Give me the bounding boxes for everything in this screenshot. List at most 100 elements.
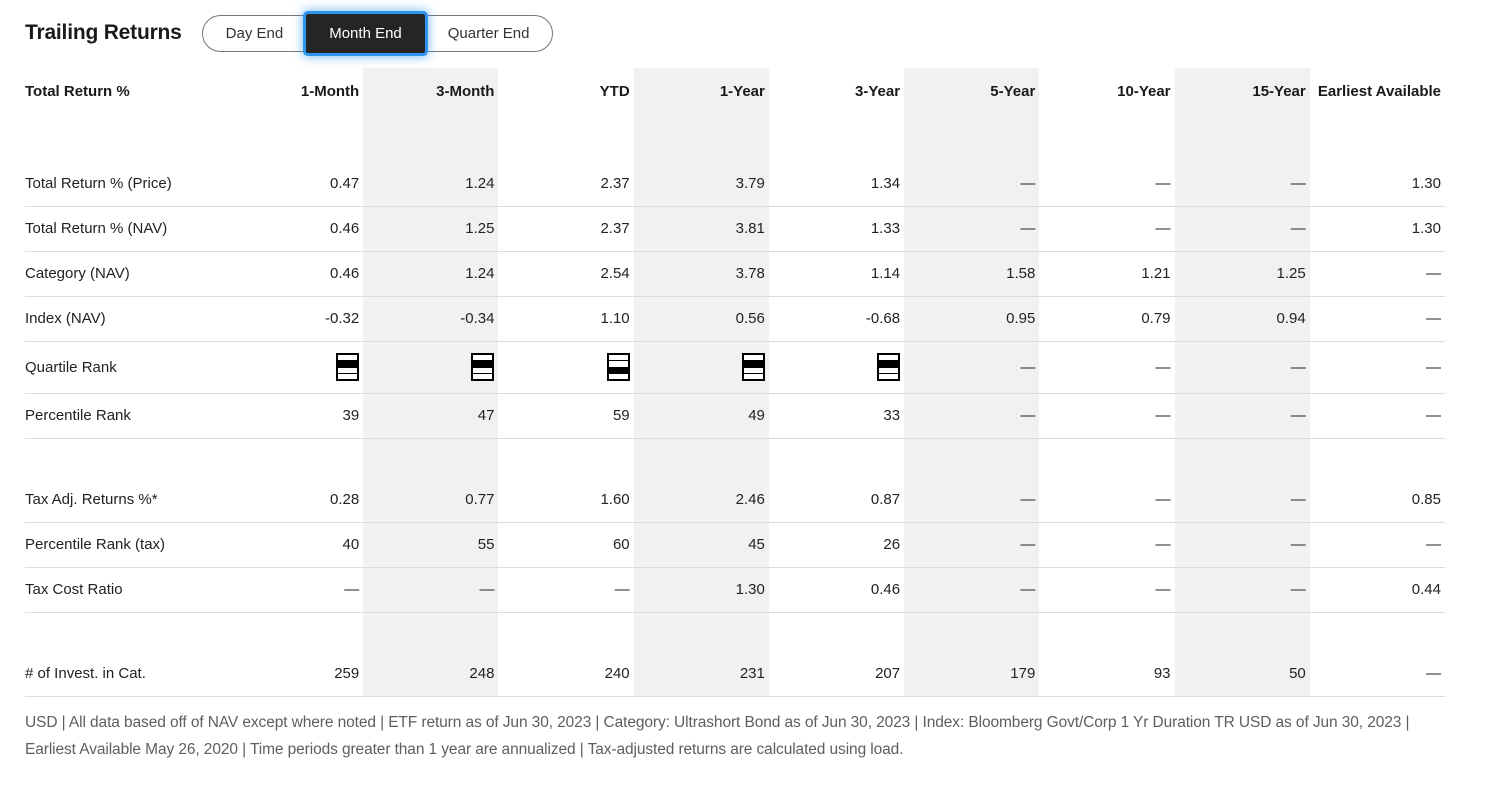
- value-cell: 55: [363, 522, 499, 568]
- spacer-cell: [25, 438, 228, 477]
- value-cell: —: [1309, 393, 1445, 439]
- value-cell: 1.24: [363, 161, 499, 207]
- column-header-10-year: 10-Year: [1117, 83, 1171, 100]
- column-header-15-year: 15-Year: [1252, 83, 1306, 100]
- value-cell: 1.10: [498, 296, 634, 342]
- quartile-rank-cell: [363, 341, 499, 394]
- column-header-5-year: 5-Year: [990, 83, 1036, 100]
- spacer-cell: [1039, 438, 1174, 477]
- spacer-cell: [498, 612, 633, 651]
- value-cell: 0.79: [1039, 296, 1175, 342]
- value-cell: —: [1309, 341, 1445, 394]
- column-header-earliest-available: Earliest Available: [1317, 83, 1441, 100]
- value-cell: —: [1174, 393, 1310, 439]
- table-row: Tax Cost Ratio — — —1.30 0.46— — —0.44: [25, 567, 1445, 613]
- value-cell: —: [904, 477, 1040, 523]
- value-cell: 1.21: [1039, 251, 1175, 297]
- table-corner-header: Total Return %: [25, 83, 130, 100]
- toggle-month-end[interactable]: Month End: [306, 13, 425, 53]
- trailing-returns-table: Total Return % 1-Month 3-Month YTD 1-Year 3-Y…: [25, 68, 1445, 697]
- value-cell: 1.58: [904, 251, 1040, 297]
- value-cell: —: [904, 341, 1040, 394]
- value-cell: 259: [228, 651, 364, 697]
- quartile-rank-cell: [498, 341, 634, 394]
- table-header-row: Total Return % 1-Month 3-Month YTD 1-Year 3-Y…: [25, 68, 1445, 161]
- quartile-2-icon: [877, 353, 901, 381]
- value-cell: 2.37: [498, 206, 634, 252]
- value-cell: 1.24: [363, 251, 499, 297]
- spacer-cell: [769, 438, 904, 477]
- trailing-returns-page: Trailing Returns Day End Month End Quart…: [25, 13, 1445, 758]
- value-cell: 1.34: [768, 161, 905, 207]
- spacer-cell: [25, 612, 228, 651]
- quartile-2-icon: [336, 353, 360, 381]
- value-cell: 33: [768, 393, 905, 439]
- value-cell: 26: [768, 522, 905, 568]
- value-cell: —: [904, 161, 1040, 207]
- value-cell: —: [1174, 341, 1310, 394]
- quartile-rank-cell: [768, 341, 905, 394]
- quartile-2-icon: [741, 353, 765, 381]
- spacer-cell: [634, 612, 769, 651]
- value-cell: 3.79: [633, 161, 769, 207]
- value-cell: —: [1174, 206, 1310, 252]
- toggle-quarter-end[interactable]: Quarter End: [425, 15, 553, 52]
- page-title: Trailing Returns: [25, 21, 182, 44]
- value-cell: 2.46: [633, 477, 769, 523]
- quartile-rank-cell: [633, 341, 769, 394]
- value-cell: 240: [498, 651, 634, 697]
- row-label: Tax Cost Ratio: [25, 567, 228, 613]
- value-cell: 1.30: [1309, 161, 1445, 207]
- value-cell: 47: [363, 393, 499, 439]
- value-cell: 39: [228, 393, 364, 439]
- spacer-cell: [769, 612, 904, 651]
- value-cell: 231: [633, 651, 769, 697]
- value-cell: —: [1039, 477, 1175, 523]
- spacer-cell: [228, 438, 363, 477]
- value-cell: 1.33: [768, 206, 905, 252]
- table-row: # of Invest. in Cat. 259 248 240 231 207 179 93…: [25, 651, 1445, 697]
- value-cell: —: [228, 567, 364, 613]
- value-cell: 248: [363, 651, 499, 697]
- row-label: # of Invest. in Cat.: [25, 651, 228, 697]
- value-cell: 0.56: [633, 296, 769, 342]
- value-cell: —: [1174, 522, 1310, 568]
- value-cell: —: [904, 206, 1040, 252]
- value-cell: 179: [904, 651, 1040, 697]
- spacer-cell: [228, 612, 363, 651]
- value-cell: 0.46: [228, 206, 364, 252]
- column-header-ytd: YTD: [599, 83, 630, 100]
- row-label: Tax Adj. Returns %*: [25, 477, 228, 523]
- row-label: Category (NAV): [25, 251, 228, 297]
- table-footnote: USD | All data based off of NAV except w…: [25, 713, 1410, 758]
- table-row: Total Return % (Price) 0.47 1.24 2.37 3.79 1.…: [25, 161, 1445, 207]
- value-cell: —: [1174, 567, 1310, 613]
- table-row: Quartile Rank — — — —: [25, 341, 1445, 394]
- value-cell: -0.32: [228, 296, 364, 342]
- spacer-cell: [1310, 612, 1445, 651]
- value-cell: —: [1309, 251, 1445, 297]
- value-cell: 0.94: [1174, 296, 1310, 342]
- period-toggle-group: Day End Month End Quarter End: [201, 13, 554, 53]
- value-cell: 49: [633, 393, 769, 439]
- table-header: Total Return % 1-Month 3-Month YTD 1-Year 3-Y…: [25, 68, 1445, 161]
- spacer-cell: [363, 438, 498, 477]
- quartile-3-icon: [606, 353, 630, 381]
- spacer-cell: [363, 612, 498, 651]
- value-cell: 0.95: [904, 296, 1040, 342]
- value-cell: —: [1174, 477, 1310, 523]
- value-cell: 93: [1039, 651, 1175, 697]
- row-label: Quartile Rank: [25, 341, 228, 394]
- value-cell: 60: [498, 522, 634, 568]
- value-cell: 1.30: [633, 567, 769, 613]
- value-cell: 0.47: [228, 161, 364, 207]
- toggle-day-end[interactable]: Day End: [203, 15, 307, 52]
- spacer-cell: [1175, 612, 1310, 651]
- value-cell: 40: [228, 522, 364, 568]
- value-cell: 1.14: [768, 251, 905, 297]
- value-cell: —: [1039, 393, 1175, 439]
- value-cell: —: [363, 567, 499, 613]
- value-cell: 3.81: [633, 206, 769, 252]
- value-cell: 0.77: [363, 477, 499, 523]
- spacer-cell: [634, 438, 769, 477]
